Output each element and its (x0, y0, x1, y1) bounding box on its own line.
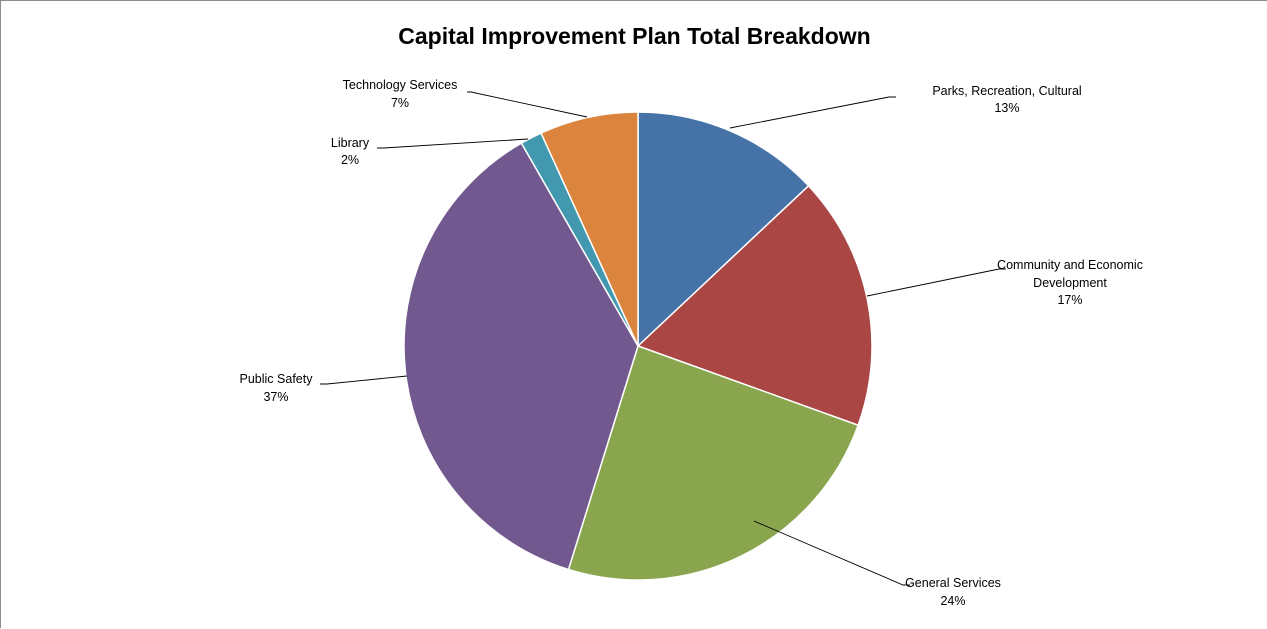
leader-line-community-and-economic-development (866, 268, 1006, 297)
chart-title: Capital Improvement Plan Total Breakdown (398, 23, 871, 49)
slice-label-technology-services: Technology Services (343, 78, 458, 92)
leader-line-parks-recreation-cultural (729, 96, 896, 129)
leader-line-public-safety (320, 375, 408, 385)
pie-slice-community-and-economic-development (636, 184, 873, 427)
pie-labels: Parks, Recreation, Cultural 13% Community … (240, 78, 1143, 608)
pie-slice-parks-recreation-cultural (637, 111, 810, 348)
leader-line-technology-services (467, 91, 588, 118)
slice-percent-technology-services: 7% (391, 96, 409, 110)
slice-percent-parks-recreation-cultural: 13% (994, 101, 1019, 115)
slice-label-library: Library (331, 136, 370, 150)
pie-slices (403, 111, 873, 581)
pie-slice-general-services (567, 345, 860, 581)
pie-slice-technology-services (540, 111, 639, 347)
leader-line-general-services (753, 520, 910, 586)
slice-percent-community-and-economic-development: 17% (1057, 293, 1082, 307)
pie-slice-public-safety (403, 142, 639, 571)
leader-line-library (377, 138, 529, 149)
slice-percent-public-safety: 37% (263, 390, 288, 404)
slice-percent-general-services: 24% (940, 594, 965, 608)
slice-label-public-safety: Public Safety (240, 372, 314, 386)
slice-label-community-and-economic-development-line-1: Community and Economic (997, 258, 1143, 272)
slice-label-parks-recreation-cultural: Parks, Recreation, Cultural (932, 84, 1081, 98)
slice-percent-library: 2% (341, 153, 359, 167)
slice-label-general-services: General Services (905, 576, 1001, 590)
slice-label-community-and-economic-development-line-2: Development (1033, 276, 1107, 290)
